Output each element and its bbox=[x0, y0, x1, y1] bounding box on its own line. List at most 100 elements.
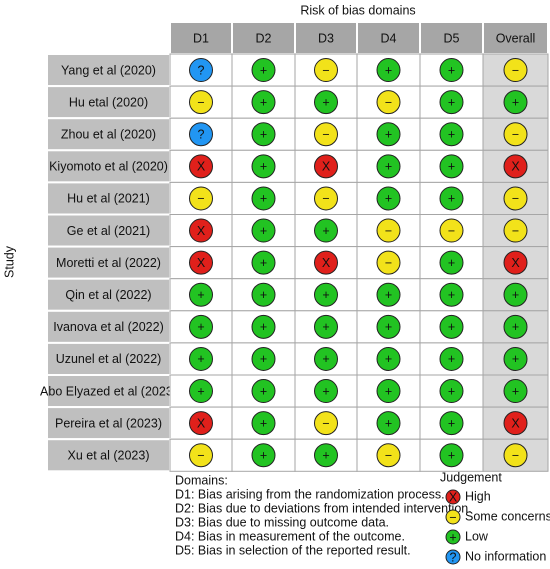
study-label: Ge et al (2021) bbox=[67, 224, 150, 238]
judgement-symbol: + bbox=[260, 128, 267, 142]
judgement-dot bbox=[251, 58, 276, 83]
judgement-symbol: + bbox=[448, 128, 455, 142]
judgement-symbol: + bbox=[260, 449, 267, 463]
study-cell bbox=[46, 341, 171, 376]
judgement-dot bbox=[314, 314, 338, 339]
column-label: D5 bbox=[444, 31, 460, 45]
judgement-dot bbox=[189, 154, 213, 179]
judgement-dot bbox=[503, 379, 528, 404]
legend-label: Some concerns bbox=[465, 509, 550, 523]
judgement-symbol: − bbox=[385, 256, 392, 270]
study-label: Hu etal (2020) bbox=[69, 95, 148, 109]
judgement-symbol: X bbox=[511, 416, 520, 430]
judgement-symbol: + bbox=[322, 224, 329, 238]
judgement-dot bbox=[314, 90, 338, 115]
judgement-dot bbox=[376, 58, 401, 83]
judgement-symbol: + bbox=[197, 352, 204, 366]
judgement-dot bbox=[189, 122, 213, 147]
legend-label: Low bbox=[465, 529, 489, 543]
judgement-symbol: X bbox=[511, 256, 520, 270]
judgement-dot bbox=[314, 250, 338, 275]
judgement-symbol: + bbox=[448, 160, 455, 174]
column-label: Overall bbox=[496, 31, 536, 45]
judgement-dot bbox=[189, 443, 213, 468]
judgement-dot bbox=[251, 154, 276, 179]
judgement-symbol: + bbox=[512, 95, 519, 109]
judgement-symbol: + bbox=[260, 416, 267, 430]
study-label: Zhou et al (2020) bbox=[61, 128, 156, 142]
judgement-dot bbox=[503, 58, 528, 83]
judgement-dot bbox=[503, 282, 528, 307]
judgement-dot bbox=[251, 218, 276, 243]
judgement-dot bbox=[189, 186, 213, 211]
judgement-dot bbox=[251, 379, 276, 404]
judgement-dot bbox=[503, 443, 528, 468]
judgement-symbol: − bbox=[322, 63, 329, 77]
judgement-symbol: + bbox=[385, 192, 392, 206]
study-label: Yang et al (2020) bbox=[61, 63, 156, 77]
legend-dot bbox=[445, 489, 461, 505]
judgement-dot bbox=[376, 379, 401, 404]
column-label: D1 bbox=[193, 31, 209, 45]
judgement-symbol: + bbox=[448, 288, 455, 302]
judgement-symbol: − bbox=[512, 449, 519, 463]
judgement-symbol: + bbox=[385, 288, 392, 302]
judgement-symbol: − bbox=[197, 449, 204, 463]
judgement-dot bbox=[503, 186, 528, 211]
judgement-symbol: + bbox=[260, 63, 267, 77]
judgement-symbol: X bbox=[197, 256, 206, 270]
judgement-dot bbox=[503, 314, 528, 339]
judgement-symbol: + bbox=[448, 352, 455, 366]
judgement-symbol: + bbox=[385, 416, 392, 430]
judgement-dot bbox=[376, 282, 401, 307]
judgement-dot bbox=[439, 58, 464, 83]
judgement-symbol: + bbox=[512, 384, 519, 398]
domain-item: D2: Bias due to deviations from intended… bbox=[175, 501, 472, 515]
judgement-symbol: + bbox=[197, 320, 204, 334]
judgement-dot bbox=[376, 90, 401, 115]
judgement-symbol: + bbox=[512, 320, 519, 334]
judgement-symbol: + bbox=[260, 256, 267, 270]
judgement-dot bbox=[314, 154, 338, 179]
judgement-dot bbox=[314, 58, 338, 83]
judgement-dot bbox=[314, 346, 338, 371]
judgement-dot bbox=[314, 122, 338, 147]
judgement-symbol: + bbox=[385, 352, 392, 366]
study-label: Kiyomoto et al (2020) bbox=[49, 160, 168, 174]
judgement-symbol: + bbox=[322, 384, 329, 398]
judgement-dot bbox=[189, 58, 213, 83]
judgement-dot bbox=[503, 250, 528, 275]
judgement-symbol: − bbox=[385, 449, 392, 463]
domains-title: Domains: bbox=[175, 473, 228, 487]
judgement-dot bbox=[251, 314, 276, 339]
judgement-symbol: + bbox=[260, 95, 267, 109]
judgement-dot bbox=[251, 186, 276, 211]
judgement-symbol: + bbox=[512, 352, 519, 366]
judgement-dot bbox=[189, 379, 213, 404]
judgement-dot bbox=[503, 411, 528, 436]
judgement-symbol: + bbox=[448, 95, 455, 109]
judgement-symbol: X bbox=[197, 224, 206, 238]
legend-dot bbox=[445, 549, 461, 565]
judgement-dot bbox=[376, 314, 401, 339]
study-label: Moretti et al (2022) bbox=[56, 256, 161, 270]
study-label: Qin et al (2022) bbox=[65, 288, 151, 302]
judgement-symbol: − bbox=[385, 95, 392, 109]
domain-item: D1: Bias arising from the randomization … bbox=[175, 487, 445, 501]
judgement-symbol: + bbox=[448, 384, 455, 398]
judgement-dot bbox=[314, 443, 338, 468]
judgement-symbol: + bbox=[385, 160, 392, 174]
judgement-dot bbox=[251, 250, 276, 275]
judgement-symbol: ? bbox=[198, 63, 205, 77]
judgement-dot bbox=[439, 90, 464, 115]
legend-label: High bbox=[465, 489, 491, 503]
judgement-symbol: − bbox=[322, 128, 329, 142]
judgement-symbol: − bbox=[512, 192, 519, 206]
judgement-dot bbox=[189, 346, 213, 371]
judgement-dot bbox=[314, 411, 338, 436]
judgement-dot bbox=[439, 218, 464, 243]
legend-dot bbox=[445, 529, 461, 545]
judgement-dot bbox=[189, 250, 213, 275]
judgement-dot bbox=[251, 346, 276, 371]
judgement-symbol: + bbox=[260, 320, 267, 334]
